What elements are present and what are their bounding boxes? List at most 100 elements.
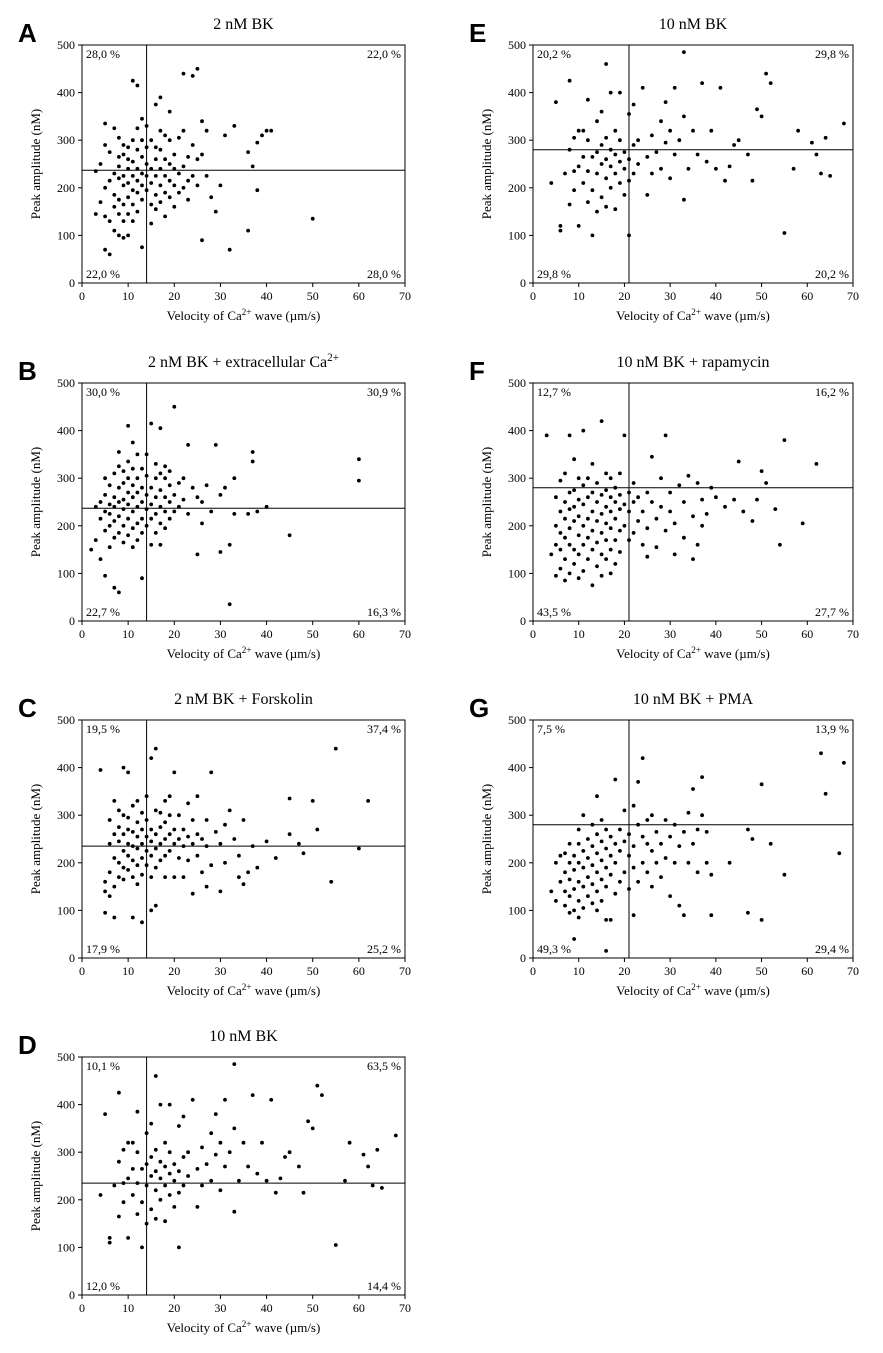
x-tick-label: 30 [214, 627, 226, 641]
data-point [181, 827, 186, 832]
data-point [563, 500, 567, 504]
data-point [130, 545, 135, 550]
data-point [572, 908, 576, 913]
data-point [631, 171, 636, 176]
panel-c: C 2 nM BK + Forskolin 0 10 20 30 40 50 60 70 0 100 2… [18, 691, 411, 998]
data-point [181, 185, 186, 190]
y-tick-label: 300 [57, 808, 75, 822]
data-point [796, 128, 800, 133]
data-point [746, 827, 750, 832]
data-point [93, 169, 98, 174]
panel-d: D 10 nM BK 0 10 20 30 40 50 60 70 0 100 200 300 400 500… [18, 1028, 411, 1335]
data-point [167, 813, 172, 818]
data-point [140, 810, 144, 815]
data-point [121, 1181, 126, 1185]
data-point [144, 174, 149, 178]
data-point [269, 1097, 274, 1102]
data-point [695, 152, 700, 157]
data-point [186, 834, 191, 839]
data-point [599, 573, 604, 578]
quadrant-percent-bottom-right: 29,4 % [815, 942, 849, 956]
data-point [672, 152, 677, 157]
data-point [144, 493, 149, 497]
y-tick-label: 400 [508, 424, 526, 438]
x-tick-label: 60 [353, 1301, 365, 1315]
y-tick-label: 300 [57, 133, 75, 147]
quadrant-percent-bottom-left: 29,8 % [537, 267, 571, 281]
data-point [241, 882, 246, 887]
plot-frame [532, 382, 854, 622]
data-point [140, 1167, 144, 1171]
data-point [158, 426, 163, 431]
x-tick-label: 60 [801, 289, 813, 303]
plot-frame [532, 44, 854, 284]
data-point [595, 540, 599, 545]
data-point [117, 808, 121, 813]
y-tick-label: 200 [508, 856, 526, 870]
data-point [167, 138, 172, 143]
data-point [153, 1074, 158, 1078]
data-point [186, 1150, 191, 1155]
data-point [567, 571, 572, 576]
data-point [677, 844, 682, 848]
quadrant-percent-bottom-right: 25,2 % [367, 942, 401, 956]
data-point [631, 102, 636, 107]
data-point [260, 1140, 264, 1145]
data-point [158, 200, 163, 205]
data-point [130, 875, 135, 879]
data-point [659, 119, 663, 124]
data-point [613, 860, 618, 865]
x-tick-label: 20 [168, 627, 180, 641]
data-point [153, 531, 158, 535]
data-point [558, 566, 563, 571]
data-point [135, 863, 140, 868]
data-point [195, 66, 200, 71]
data-point [636, 822, 640, 827]
x-tick-label: 70 [847, 627, 859, 641]
data-point [135, 190, 140, 195]
panel-title: 10 nM BK + PMA [633, 691, 754, 708]
data-point [190, 1097, 195, 1102]
data-point [135, 476, 140, 481]
data-point [714, 495, 718, 500]
data-point [121, 523, 126, 528]
data-point [613, 500, 618, 504]
data-point [366, 1164, 370, 1169]
data-point [604, 827, 608, 832]
y-tick-label: 100 [508, 566, 526, 580]
data-point [153, 495, 158, 500]
data-point [130, 495, 135, 500]
data-point [98, 516, 103, 521]
x-tick-label: 60 [353, 289, 365, 303]
x-tick-label: 70 [399, 964, 411, 978]
data-point [563, 516, 567, 521]
panel-title: 2 nM BK + Forskolin [174, 691, 313, 708]
data-point [650, 454, 654, 459]
y-tick-label: 0 [69, 276, 75, 290]
data-point [554, 899, 558, 903]
data-point [549, 889, 554, 894]
data-point [563, 578, 567, 583]
data-point [213, 830, 218, 834]
data-point [103, 509, 107, 514]
data-point [204, 884, 209, 889]
data-point [140, 576, 144, 581]
data-point [93, 538, 98, 542]
data-point [112, 884, 117, 889]
data-point [654, 830, 659, 834]
data-point [554, 573, 558, 578]
data-point [153, 476, 158, 481]
data-point [608, 918, 613, 922]
data-point [144, 188, 149, 193]
data-point [93, 212, 98, 216]
data-point [167, 516, 172, 521]
data-point [117, 514, 121, 519]
data-point [112, 832, 117, 837]
data-point [232, 512, 237, 516]
data-point [618, 90, 622, 95]
data-point [107, 1236, 112, 1240]
data-point [704, 830, 709, 834]
data-point [232, 837, 237, 841]
data-point [163, 174, 168, 178]
data-point [130, 1167, 135, 1171]
